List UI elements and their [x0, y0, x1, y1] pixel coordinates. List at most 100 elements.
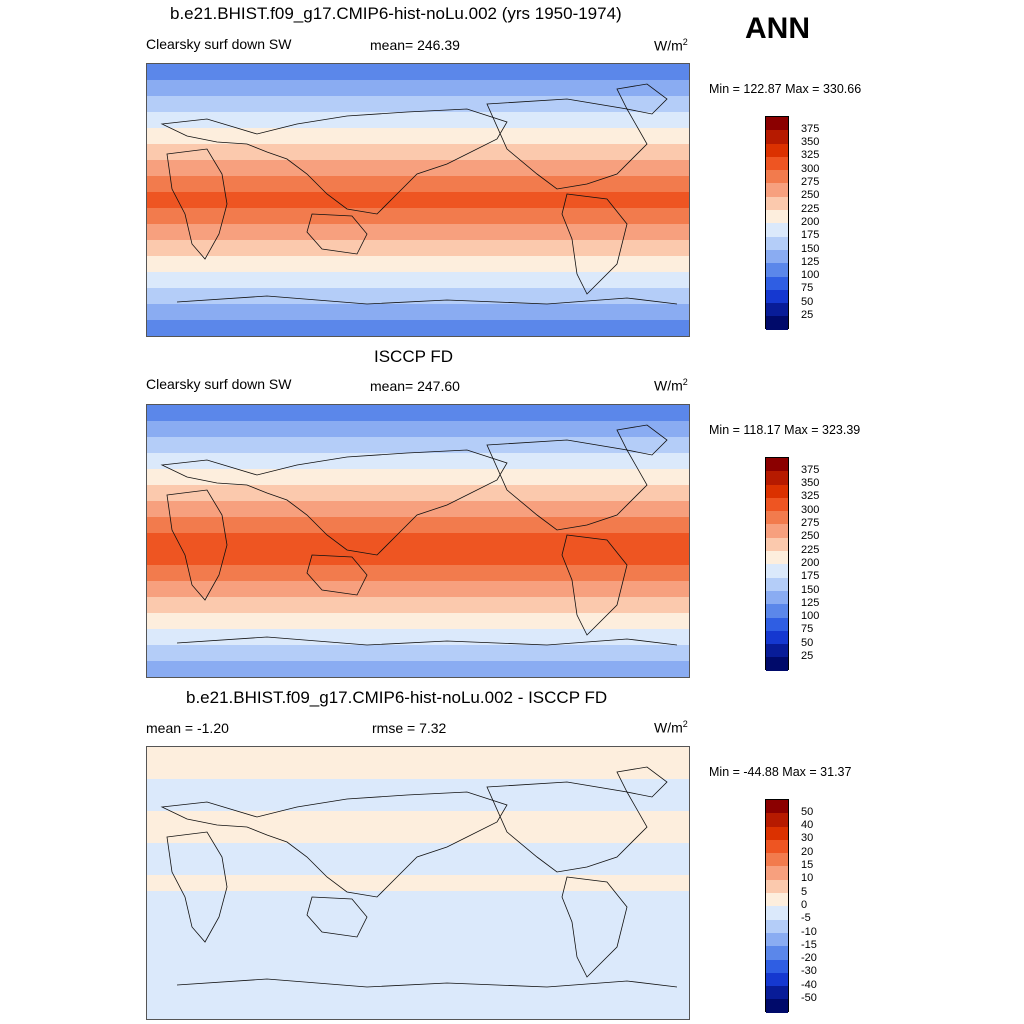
latitude-band	[147, 955, 689, 972]
colorbar-tick-label: -5	[801, 912, 811, 925]
colorbar-swatch	[766, 644, 788, 658]
colorbar-swatch	[766, 210, 788, 224]
colorbar-swatch	[766, 484, 788, 498]
latitude-band	[147, 208, 689, 225]
colorbar-tick-label: 275	[801, 176, 820, 188]
latitude-band	[147, 907, 689, 924]
colorbar-tick-label: 150	[801, 583, 820, 596]
colorbar-swatch	[766, 986, 788, 1000]
panel-1-variable-label: Clearsky surf down SW	[146, 36, 292, 52]
colorbar-swatch	[766, 196, 788, 211]
colorbar-swatch	[766, 316, 788, 330]
latitude-band	[147, 645, 689, 662]
colorbar-swatch	[766, 617, 788, 631]
panel-1-map	[146, 63, 690, 337]
colorbar-tick-label: 40	[801, 819, 814, 832]
latitude-band	[147, 565, 689, 582]
colorbar-swatch	[766, 156, 788, 171]
colorbar-tick-label: 150	[801, 242, 820, 255]
coastline	[486, 98, 648, 190]
colorbar-tick-label: 125	[801, 255, 820, 268]
colorbar-swatch	[766, 537, 788, 552]
colorbar-swatch	[766, 577, 788, 591]
colorbar-swatch	[766, 276, 788, 290]
colorbar-swatch	[766, 657, 788, 671]
panel-3-minmax: Min = -44.88 Max = 31.37	[709, 765, 852, 779]
colorbar-tick-label: 350	[801, 477, 820, 490]
colorbar-swatches	[765, 116, 789, 330]
latitude-band	[147, 747, 689, 764]
colorbar-swatch	[766, 866, 788, 880]
season-label: ANN	[745, 12, 810, 45]
colorbar-swatch	[766, 906, 788, 920]
panel-1-units: W/m2	[654, 37, 688, 54]
colorbar-tick-label: 100	[801, 269, 820, 282]
coastline	[616, 424, 668, 456]
colorbar-tick-label: 225	[801, 543, 820, 556]
coastline	[486, 439, 648, 531]
coastline	[176, 978, 678, 988]
colorbar-tick-label: 375	[801, 122, 820, 135]
panel-1-mean-label: mean= 246.39	[370, 37, 460, 53]
colorbar-tick-label: 0	[801, 898, 808, 911]
latitude-band	[147, 517, 689, 534]
colorbar-tick-label: 20	[801, 845, 814, 858]
colorbar-tick-label: 375	[801, 463, 820, 476]
latitude-band	[147, 304, 689, 321]
latitude-band	[147, 629, 689, 646]
latitude-band	[147, 533, 689, 550]
coastline	[486, 781, 648, 873]
coastline	[561, 193, 628, 295]
colorbar-tick-label: 5	[801, 885, 808, 898]
colorbar-swatch	[766, 183, 788, 197]
coastline	[176, 636, 678, 646]
colorbar-tick-label: 50	[801, 295, 814, 308]
colorbar-tick-label: 250	[801, 189, 820, 202]
coastline	[306, 554, 368, 596]
latitude-band	[147, 811, 689, 828]
panel-2-title: ISCCP FD	[374, 347, 454, 366]
colorbar-swatch	[766, 236, 788, 250]
colorbar-swatch	[766, 511, 788, 525]
latitude-band	[147, 501, 689, 518]
panel-3-title: b.e21.BHIST.f09_g17.CMIP6-hist-noLu.002 …	[186, 688, 608, 707]
latitude-band	[147, 581, 689, 598]
colorbar-tick-label: 30	[801, 832, 814, 845]
colorbar-swatch	[766, 564, 788, 578]
coastline	[561, 876, 628, 978]
colorbar-swatch	[766, 289, 788, 304]
colorbar-swatch	[766, 497, 788, 512]
map-canvas	[147, 64, 689, 336]
colorbar-tick-label: -10	[801, 925, 817, 938]
coastline	[160, 791, 508, 898]
latitude-band	[147, 971, 689, 988]
colorbar-swatch	[766, 959, 788, 973]
latitude-band	[147, 80, 689, 97]
latitude-band	[147, 288, 689, 305]
latitude-band	[147, 453, 689, 470]
latitude-band	[147, 939, 689, 956]
latitude-band	[147, 469, 689, 486]
latitude-band	[147, 795, 689, 812]
colorbar-tick-label: 50	[801, 805, 814, 818]
latitude-band	[147, 891, 689, 908]
coastline	[616, 766, 668, 798]
colorbar-tick-label: 75	[801, 282, 814, 295]
colorbar-swatch	[766, 972, 788, 987]
latitude-band	[147, 875, 689, 892]
panel-3-rmse-label: rmse = 7.32	[372, 720, 447, 736]
panel-2-mean-label: mean= 247.60	[370, 378, 460, 394]
latitude-band	[147, 320, 689, 336]
colorbar-tick-label: 275	[801, 517, 820, 529]
latitude-band	[147, 192, 689, 209]
colorbar-swatch	[766, 839, 788, 854]
colorbar-swatch	[766, 813, 788, 827]
colorbar-swatch	[766, 458, 788, 472]
latitude-band	[147, 64, 689, 81]
colorbar-swatch	[766, 919, 788, 933]
latitude-band	[147, 128, 689, 145]
latitude-band	[147, 597, 689, 614]
coastline	[306, 896, 368, 938]
coastline	[160, 108, 508, 215]
colorbar-tick-label: 100	[801, 610, 820, 623]
